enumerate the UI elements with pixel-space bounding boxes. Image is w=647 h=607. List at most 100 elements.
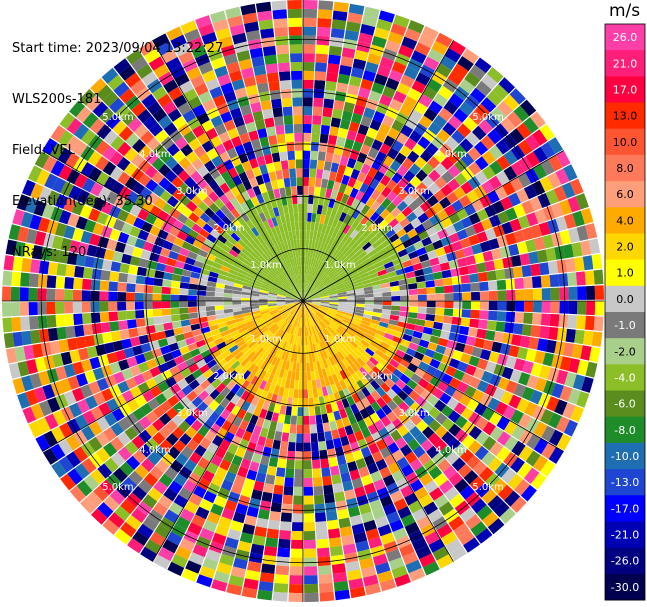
range-gate (271, 268, 280, 276)
range-gate (334, 589, 351, 601)
range-gate (427, 156, 441, 169)
range-gate (227, 357, 238, 367)
range-gate (418, 494, 434, 508)
range-gate (279, 330, 286, 340)
range-gate (301, 301, 303, 310)
range-gate (205, 549, 221, 562)
range-gate (258, 270, 268, 277)
range-gate (311, 239, 316, 249)
range-gate (399, 373, 411, 385)
range-gate (241, 222, 251, 233)
range-gate (453, 301, 463, 309)
range-gate (178, 420, 191, 433)
range-gate (332, 108, 343, 119)
range-gate (168, 86, 183, 101)
range-gate (306, 309, 311, 318)
range-gate (183, 263, 194, 272)
range-gate (177, 169, 190, 183)
range-gate (261, 491, 273, 503)
range-gate (382, 86, 396, 99)
range-gate (264, 239, 272, 249)
range-gate (262, 419, 271, 430)
range-gate (82, 267, 93, 279)
range-gate (361, 279, 372, 285)
range-gate (398, 412, 410, 425)
range-gate (339, 526, 353, 537)
range-gate (419, 64, 435, 79)
range-gate (410, 413, 422, 426)
range-gate (309, 306, 318, 313)
range-gate (523, 276, 533, 289)
range-gate (292, 276, 297, 285)
range-gate (594, 301, 604, 316)
range-gate (303, 469, 313, 479)
range-gate (568, 301, 578, 315)
range-gate (422, 326, 433, 335)
range-gate (226, 341, 237, 350)
range-gate (316, 168, 324, 179)
range-gate (576, 391, 590, 408)
range-gate (88, 421, 103, 436)
range-gate (285, 324, 291, 333)
range-gate (258, 349, 267, 359)
range-gate (257, 463, 268, 475)
range-gate (223, 308, 233, 314)
range-gate (580, 208, 594, 225)
range-gate (528, 337, 540, 350)
range-gate (276, 133, 286, 144)
range-gate (422, 129, 437, 143)
range-gate (345, 287, 355, 292)
range-gate (322, 329, 329, 338)
range-gate (117, 311, 127, 321)
range-gate (299, 230, 303, 240)
range-gate (349, 229, 359, 239)
range-gate (342, 319, 352, 325)
range-gate (497, 484, 514, 501)
range-gate (267, 303, 277, 307)
range-gate (241, 288, 251, 293)
range-gate (416, 345, 427, 355)
range-gate (378, 321, 389, 328)
range-gate (454, 429, 469, 443)
range-gate (152, 143, 167, 157)
range-gate (255, 246, 264, 255)
range-gate (119, 65, 136, 81)
range-gate (396, 200, 408, 212)
range-gate (512, 266, 523, 278)
range-gate (161, 369, 173, 381)
range-gate (351, 209, 361, 220)
range-gate (141, 71, 158, 87)
range-gate (349, 325, 359, 332)
range-gate (525, 417, 540, 433)
range-gate (180, 20, 198, 35)
range-gate (335, 283, 345, 289)
range-gate (130, 79, 146, 95)
range-gate (38, 186, 52, 203)
range-gate (129, 255, 141, 266)
range-gate (395, 243, 406, 253)
range-gate (143, 472, 159, 487)
range-gate (572, 374, 586, 391)
range-gate (396, 132, 409, 145)
range-gate (81, 425, 96, 441)
range-gate (238, 367, 248, 377)
range-gate (389, 280, 400, 287)
range-gate (523, 467, 540, 484)
range-gate (304, 575, 318, 585)
range-gate (230, 232, 241, 242)
range-gate (245, 121, 257, 133)
range-gate (293, 257, 298, 267)
range-gate (289, 258, 294, 268)
range-gate (495, 321, 506, 332)
range-gate (353, 360, 363, 370)
range-gate (367, 462, 379, 475)
range-gate (319, 305, 329, 310)
range-gate (373, 478, 386, 491)
range-gate (416, 407, 428, 420)
range-gate (317, 286, 326, 293)
range-gate (258, 19, 274, 30)
range-gate (428, 100, 443, 115)
range-gate (323, 328, 331, 337)
